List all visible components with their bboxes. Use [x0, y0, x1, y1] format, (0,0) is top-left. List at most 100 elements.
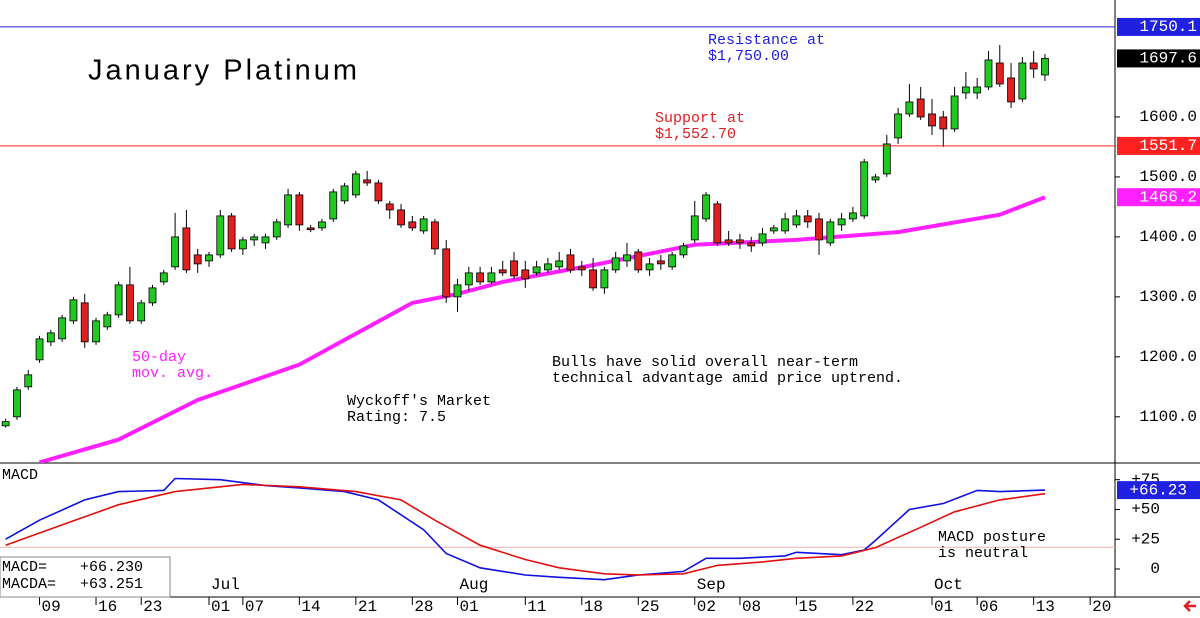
candle-body: [385, 203, 394, 211]
x-tick-label: 20: [1092, 598, 1111, 616]
candle-body: [713, 203, 722, 244]
candle-body: [510, 260, 518, 277]
x-tick-label: 14: [301, 598, 320, 616]
candle-body: [656, 260, 665, 265]
macd-legend-box: [0, 556, 171, 598]
candle-body: [182, 227, 191, 271]
candle-body: [973, 86, 982, 94]
macd-note: MACD posture: [938, 529, 1046, 546]
macd-legend-value: +66.230: [80, 559, 143, 576]
annotation: technical advantage amid price uptrend.: [552, 370, 903, 387]
macd-line: [5, 483, 1046, 576]
annotation: $1,552.70: [655, 126, 736, 143]
candle-body: [1041, 58, 1049, 76]
candle-body: [408, 221, 417, 229]
candle-body: [137, 302, 146, 322]
x-tick-label: 15: [798, 598, 817, 616]
candle-body: [532, 266, 541, 274]
x-tick-label: 13: [1036, 598, 1055, 616]
macd-legend-name: MACD=: [2, 559, 47, 576]
annotation: Bulls have solid overall near-term: [552, 354, 858, 371]
price-tag-label: 1466.2: [1139, 188, 1197, 206]
candle-body: [769, 227, 778, 232]
x-tick-label: 01: [211, 598, 230, 616]
candle-body: [272, 221, 281, 238]
price-tag: [1117, 17, 1200, 36]
macd-legend-name: MACDA=: [2, 576, 56, 593]
candle-body: [1029, 62, 1038, 70]
candle-body: [577, 266, 586, 271]
x-tick-label: 07: [245, 598, 264, 616]
x-tick-label: 01: [460, 598, 479, 616]
y-tick-label: 1200.0: [1139, 348, 1197, 366]
x-tick-label: 11: [527, 598, 546, 616]
macd-y-tick-label: +50: [1131, 501, 1160, 519]
candle-body: [600, 269, 609, 289]
x-tick-label: 25: [640, 598, 659, 616]
candle-body: [736, 239, 744, 244]
month-label: Sep: [697, 576, 726, 594]
candle-body: [849, 212, 857, 220]
candle-body: [69, 299, 78, 322]
price-tag-label: 1697.6: [1139, 50, 1197, 68]
candle-body: [679, 245, 688, 256]
macd-label: MACD: [2, 467, 38, 484]
candle-body: [984, 59, 993, 88]
macd-note: is neutral: [938, 545, 1028, 562]
candle-body: [611, 257, 620, 271]
candle-body: [1018, 62, 1027, 100]
candle-body: [442, 248, 451, 298]
candle-body: [92, 320, 100, 343]
candle-body: [351, 173, 360, 196]
candle-body: [159, 272, 168, 283]
candle-body: [193, 254, 202, 265]
price-tag: [1117, 49, 1200, 68]
candle-body: [453, 284, 462, 298]
annotation: Wyckoff's Market: [347, 393, 491, 410]
candle-body: [148, 287, 157, 304]
candle-body: [1, 421, 10, 427]
candle-body: [397, 209, 405, 226]
candle-body: [374, 182, 383, 202]
candle-body: [939, 116, 948, 130]
candle-body: [950, 95, 959, 130]
candle-body: [126, 284, 134, 322]
price-tag: [1117, 136, 1200, 155]
candle-body: [668, 254, 677, 268]
candle-body: [1007, 77, 1015, 103]
x-tick-label: 01: [934, 598, 953, 616]
candle-body: [792, 215, 801, 226]
candle-body: [464, 272, 473, 286]
candle-body: [340, 185, 349, 202]
macd-legend-value: +63.251: [80, 576, 143, 593]
candle-body: [634, 251, 643, 271]
moving-average: [38, 195, 1046, 463]
candle-body: [555, 260, 564, 268]
month-label: Aug: [460, 576, 489, 594]
chart-title: January Platinum: [88, 55, 360, 87]
x-tick-label: 16: [98, 598, 117, 616]
macd-line: [5, 477, 1046, 581]
candle-body: [521, 269, 530, 280]
y-tick-label: 1300.0: [1139, 288, 1197, 306]
candle-body: [543, 263, 552, 271]
y-tick-label: 1500.0: [1139, 168, 1197, 186]
candle-body: [250, 236, 259, 241]
x-tick-label: 02: [697, 598, 716, 616]
y-tick-label: 1400.0: [1139, 228, 1197, 246]
candle-body: [781, 218, 790, 232]
candle-body: [837, 218, 846, 226]
x-tick-label: 06: [979, 598, 998, 616]
candle-body: [476, 272, 485, 283]
candle-body: [227, 215, 236, 250]
candle-body: [645, 263, 654, 271]
macd-tag-label: +66.23: [1129, 481, 1187, 499]
candle-body: [13, 389, 21, 418]
y-tick-label: 1100.0: [1139, 408, 1197, 426]
scroll-arrow[interactable]: [1183, 600, 1196, 612]
candle-body: [238, 239, 247, 250]
month-label: Oct: [934, 576, 963, 594]
price-panel: [1, 44, 1049, 463]
candle-body: [306, 227, 315, 231]
